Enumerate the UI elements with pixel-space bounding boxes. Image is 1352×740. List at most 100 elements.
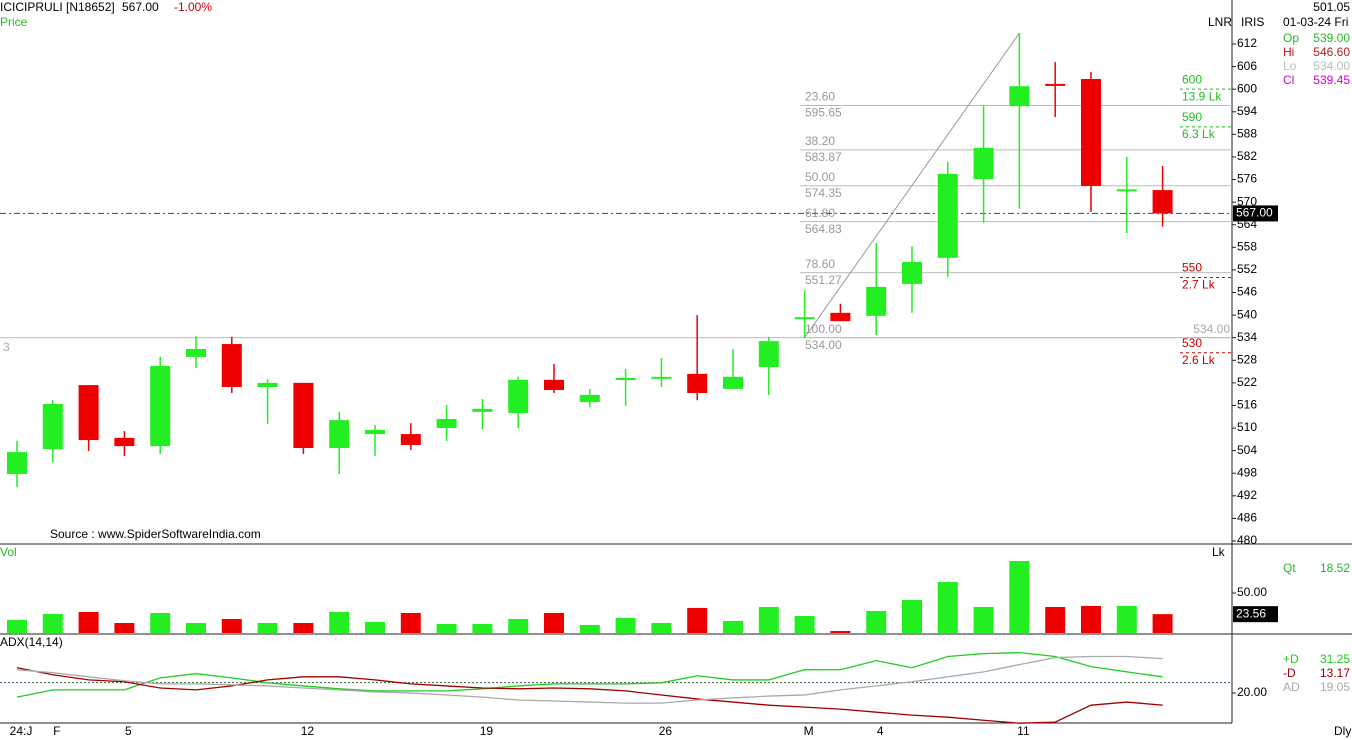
candle-body (114, 437, 135, 447)
volume-bar (758, 607, 779, 633)
candle-body (42, 403, 63, 450)
x-tick-label: 11 (1017, 724, 1030, 738)
y-tick-label: 570 (1237, 194, 1257, 208)
candle-body (937, 173, 958, 258)
volume-bar (866, 611, 887, 633)
axis-mode: LNR (1208, 15, 1232, 29)
y-tick-label: 552 (1237, 262, 1257, 276)
order-qty: 2.6 Lk (1182, 353, 1216, 367)
fib-ratio: 38.20 (805, 134, 835, 148)
last-price-badge-label: 567.00 (1236, 206, 1273, 220)
y-tick-label: 504 (1237, 443, 1257, 457)
candle-body (1045, 83, 1066, 86)
candle-body (472, 408, 493, 412)
y-tick-label: 486 (1237, 511, 1257, 525)
indicator-line (16, 651, 1163, 698)
candle-body (1152, 190, 1173, 214)
panel-label: Price (0, 15, 28, 29)
x-tick-label: 19 (480, 724, 494, 738)
volume-bar (221, 619, 242, 633)
candle-body (293, 382, 314, 449)
readout-value: 539.00 (1313, 31, 1350, 45)
candle-body (508, 379, 529, 413)
volume-bar (472, 623, 493, 633)
candle-body (7, 452, 27, 474)
y-tick-label: 576 (1237, 172, 1257, 186)
volume-bar (78, 611, 99, 633)
volume-bar (7, 619, 27, 633)
y-tick-label: 588 (1237, 127, 1257, 141)
x-tick-label: 4 (877, 724, 884, 738)
volume-bar (973, 607, 994, 633)
volume-bar (651, 623, 672, 633)
unit: Lk (1212, 545, 1226, 559)
readout-name: Hi (1283, 45, 1294, 59)
y-tick-label: 594 (1237, 104, 1257, 118)
left-label: 3 (3, 340, 10, 354)
y-tick-label: 540 (1237, 307, 1257, 321)
candle-body (866, 286, 887, 316)
candle-body (579, 394, 600, 403)
fib-price: 595.65 (805, 106, 842, 120)
candle-body (186, 348, 206, 357)
legend-value: 19.05 (1320, 680, 1350, 694)
volume-bar (544, 613, 564, 633)
volume-bar (1152, 614, 1173, 633)
candle-body (400, 434, 421, 445)
order-price: 550 (1182, 261, 1202, 275)
readout-value: 546.60 (1313, 45, 1350, 59)
y-tick-label: 20.00 (1237, 685, 1267, 699)
fib-ratio: 100.00 (805, 322, 842, 336)
volume-bar (687, 607, 708, 633)
last-volume-badge (1233, 606, 1278, 623)
cursor-value: 501.05 (1313, 0, 1350, 14)
candle-body (221, 344, 242, 388)
x-tick-label: 5 (125, 724, 132, 738)
volume-bar (723, 621, 743, 633)
order-price: 590 (1182, 110, 1202, 124)
order-qty: 13.9 Lk (1182, 89, 1222, 103)
indicator-line (16, 667, 1163, 724)
candle-body (1116, 189, 1137, 192)
y-tick-label: 516 (1237, 398, 1257, 412)
volume-bar (830, 631, 851, 633)
volume-bar (150, 613, 171, 633)
y-tick-label: 510 (1237, 420, 1257, 434)
x-tick-label: 12 (301, 724, 315, 738)
y-tick-label: 582 (1237, 149, 1257, 163)
candle-body (902, 262, 922, 284)
candle-body (365, 429, 385, 435)
volume-bar (615, 617, 636, 633)
volume-bar (186, 623, 206, 633)
volume-bar (1009, 561, 1030, 633)
readout-value: 534.00 (1313, 59, 1350, 73)
readout-value: 539.45 (1313, 73, 1350, 87)
y-tick-label: 546 (1237, 285, 1257, 299)
volume-bar (329, 611, 350, 633)
volume-bar (42, 613, 63, 633)
candle-body (651, 376, 672, 379)
readout-value: 18.52 (1320, 561, 1350, 575)
fib-price: 551.27 (805, 273, 842, 287)
legend-value: 31.25 (1320, 652, 1350, 666)
candle-body (794, 317, 815, 320)
readout-name: Qt (1283, 561, 1296, 575)
y-tick-label: 50.00 (1237, 585, 1267, 599)
order-price: 530 (1182, 336, 1202, 350)
volume-bar (902, 599, 922, 633)
candle-body (150, 365, 171, 447)
volume-bar (436, 623, 457, 633)
candle-body (723, 376, 743, 389)
volume-bar (1081, 605, 1101, 633)
last-volume-label: 23.56 (1236, 606, 1266, 620)
indicator: IRIS (1241, 15, 1264, 29)
legend-name: +D (1283, 652, 1299, 666)
candle-body (78, 385, 99, 441)
order-qty: 2.7 Lk (1182, 278, 1216, 292)
legend-name: -D (1283, 666, 1296, 680)
volume-bar (794, 615, 815, 633)
fib-price: 534.00 (805, 338, 842, 352)
y-tick-label: 492 (1237, 488, 1257, 502)
volume-bar (508, 619, 529, 633)
